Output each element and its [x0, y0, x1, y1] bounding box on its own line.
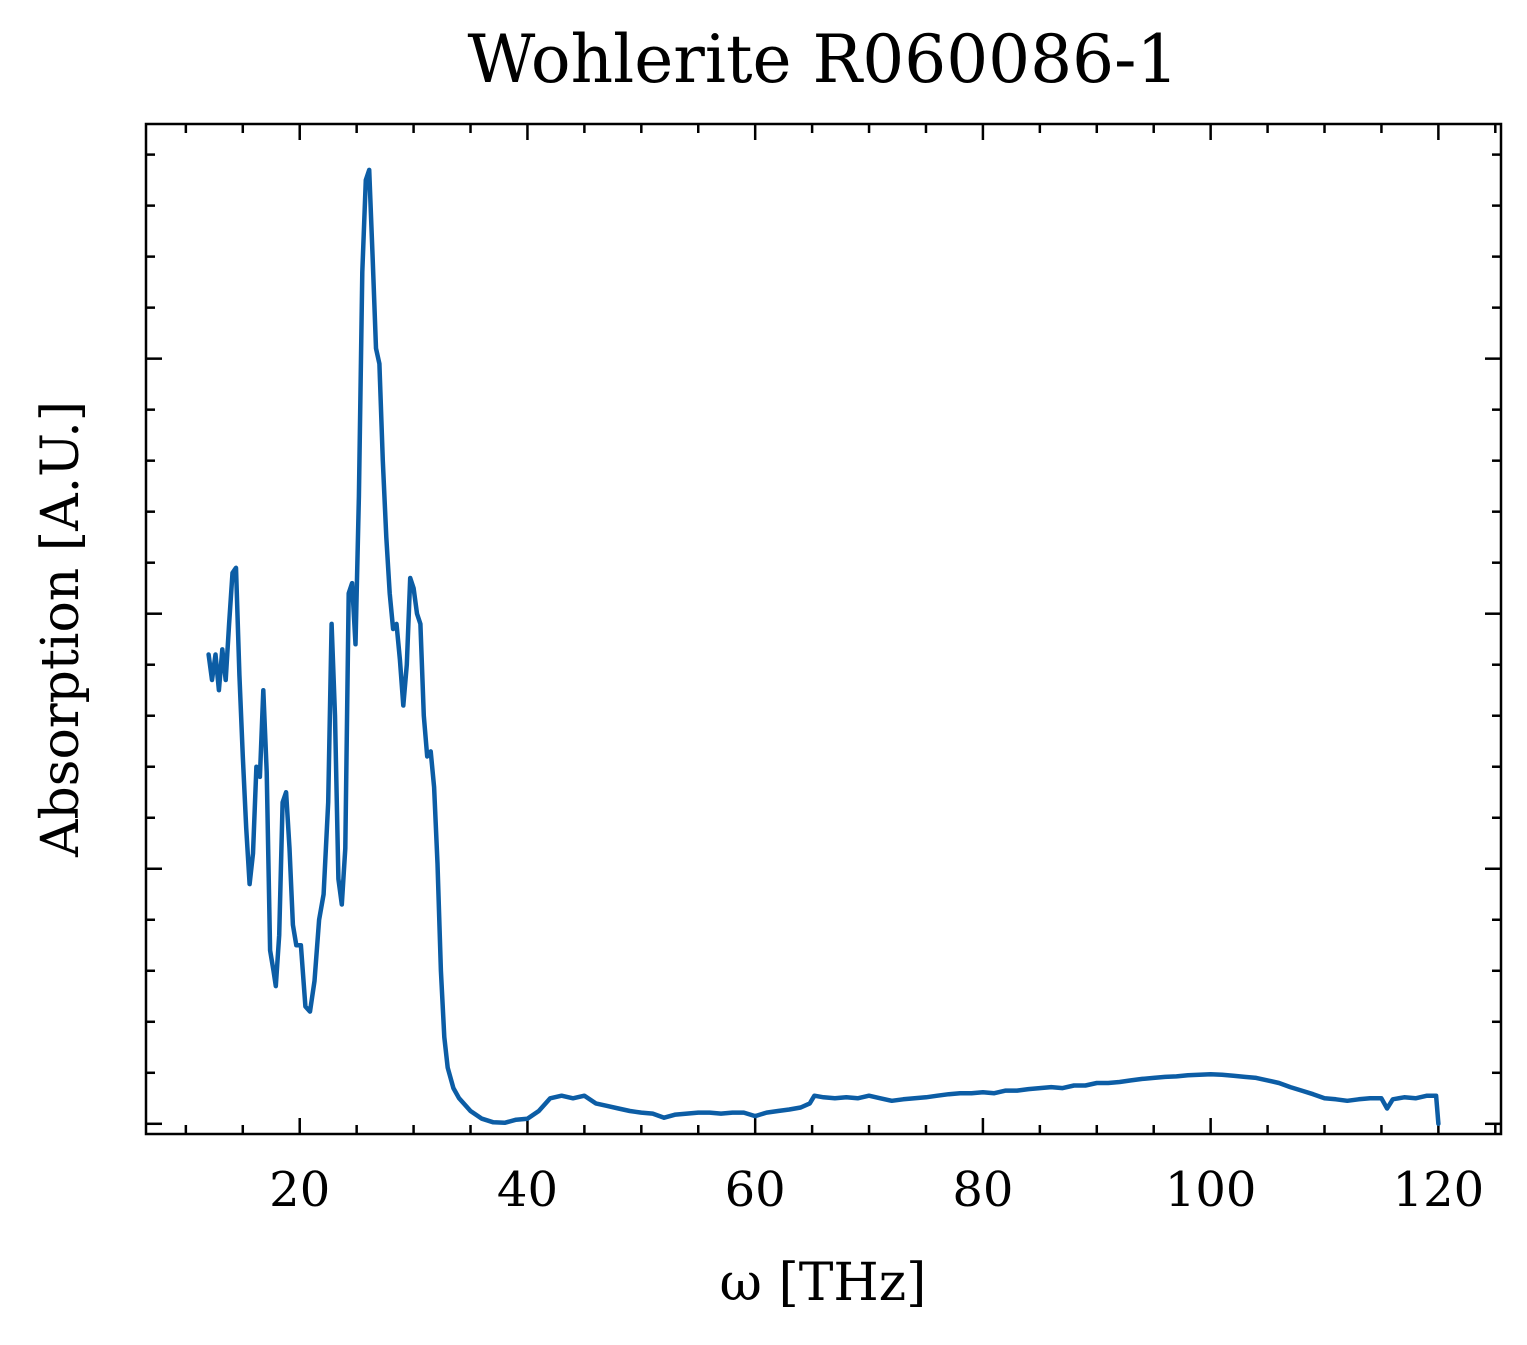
x-tick-label: 80: [952, 1162, 1013, 1218]
absorption-spectrum-line: [206, 167, 1441, 1127]
x-tick-label: 20: [269, 1162, 330, 1218]
x-axis-label: ω [THz]: [720, 1253, 927, 1313]
chart-title: Wohlerite R060086-1: [468, 21, 1179, 98]
axis-ticks: [146, 124, 1501, 1134]
x-tick-label: 120: [1393, 1162, 1485, 1218]
y-axis-label: Absorption [A.U.]: [31, 401, 91, 858]
x-tick-label: 60: [725, 1162, 786, 1218]
plot-frame: [144, 122, 1503, 1136]
x-tick-label: 40: [497, 1162, 558, 1218]
x-tick-label: 100: [1165, 1162, 1257, 1218]
x-tick-labels: 20 40 60 80 100 120: [269, 1162, 1484, 1218]
